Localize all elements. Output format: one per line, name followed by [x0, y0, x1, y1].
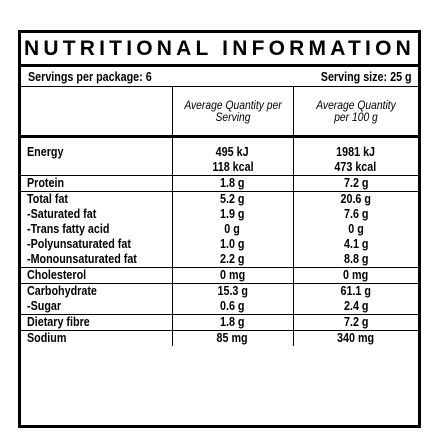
table-row-monounsaturated-fat: -Monounsaturated fat 2.2 g 8.8 g — [21, 252, 418, 268]
table-row-polyunsaturated-fat: -Polyunsaturated fat 1.0 g 4.1 g — [21, 237, 418, 252]
table-row-trans-fat: -Trans fatty acid 0 g 0 g — [21, 222, 418, 237]
table-row-protein: Protein 1.8 g 7.2 g — [21, 175, 418, 192]
nutrient-label: Cholesterol — [27, 268, 87, 282]
table-row-cholesterol: Cholesterol 0 mg 0 mg — [21, 267, 418, 284]
per-100g-header: Average Quantity per 100 g — [292, 87, 418, 138]
nutrient-column-header — [21, 87, 172, 138]
nutrient-label: -Trans fatty acid — [27, 222, 110, 236]
servings-per-package: Servings per package: 6 — [28, 69, 152, 84]
serving-size: Serving size: 25 g — [321, 69, 412, 84]
nutrient-label: Protein — [27, 176, 65, 190]
serving-value: 0 g — [224, 222, 241, 236]
per-100g-value: 0 mg — [343, 268, 369, 282]
energy-serving-kj: 495 kJ — [216, 145, 249, 159]
nutrient-label: Dietary fibre — [27, 315, 90, 329]
per-serving-header: Average Quantity per Serving — [171, 87, 293, 138]
nutrient-label: -Monounsaturated fat — [27, 252, 137, 266]
per-100g-value: 8.8 g — [343, 252, 369, 266]
table-row-sodium: Sodium 85 mg 340 mg — [21, 330, 418, 346]
nutrient-label: Carbohydrate — [27, 284, 97, 298]
energy-100g-kcal: 473 kcal — [334, 160, 377, 174]
serving-value: 1.0 g — [220, 237, 245, 251]
energy-100g-kj: 1981 kJ — [336, 145, 376, 159]
serving-value: 1.8 g — [220, 315, 245, 329]
serving-value: 5.2 g — [220, 192, 245, 206]
per-100g-value: 7.2 g — [343, 315, 369, 329]
serving-value: 0 mg — [219, 268, 246, 282]
table-row-sugar: -Sugar 0.6 g 2.4 g — [21, 299, 418, 315]
table-row-total-fat: Total fat 5.2 g 20.6 g — [21, 191, 418, 207]
per-100g-value: 61.1 g — [340, 284, 371, 298]
per-100g-value: 4.1 g — [343, 237, 369, 251]
table-row-dietary-fibre: Dietary fibre 1.8 g 7.2 g — [21, 314, 418, 331]
per-100g-value: 0 g — [347, 222, 364, 236]
energy-serving-kcal: 118 kcal — [211, 160, 254, 174]
per-100g-value: 7.2 g — [343, 176, 369, 190]
per-100g-value: 340 mg — [337, 331, 375, 345]
nutrient-label: Energy — [27, 145, 64, 159]
nutrient-label: -Sugar — [27, 299, 62, 313]
table-row-saturated-fat: -Saturated fat 1.9 g 7.6 g — [21, 207, 418, 222]
nutrient-label: Total fat — [27, 192, 69, 206]
table-row-carbohydrate: Carbohydrate 15.3 g 61.1 g — [21, 283, 418, 299]
serving-value: 85 mg — [216, 331, 249, 345]
serving-info-row: Servings per package: 6 Serving size: 25… — [21, 67, 418, 87]
per-100g-value: 20.6 g — [340, 192, 371, 206]
serving-value: 2.2 g — [220, 252, 245, 266]
per-100g-value: 7.6 g — [343, 207, 369, 221]
column-header-row: Average Quantity per Serving Average Qua… — [21, 87, 418, 138]
nutrition-table: Average Quantity per Serving Average Qua… — [21, 87, 418, 346]
serving-value: 0.6 g — [220, 299, 245, 313]
table-row-energy: Energy 495 kJ 118 kcal 1981 kJ 473 kcal — [21, 136, 418, 176]
nutrient-label: Sodium — [27, 331, 67, 345]
nutrient-label: -Polyunsaturated fat — [27, 237, 131, 251]
serving-value: 1.9 g — [220, 207, 245, 221]
per-100g-value: 2.4 g — [343, 299, 369, 313]
serving-value: 15.3 g — [217, 284, 248, 298]
nutrient-label: -Saturated fat — [27, 207, 97, 221]
nutrition-panel: NUTRITIONAL INFORMATION Servings per pac… — [18, 30, 421, 428]
serving-value: 1.8 g — [220, 176, 245, 190]
panel-title: NUTRITIONAL INFORMATION — [21, 33, 418, 67]
